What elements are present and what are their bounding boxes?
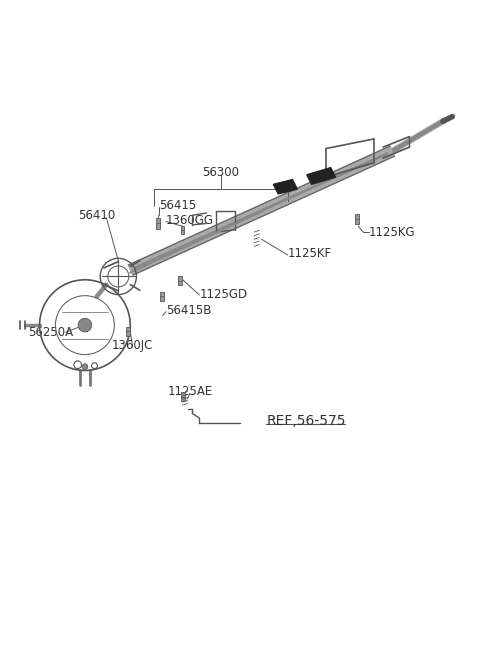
Text: 1360JC: 1360JC <box>112 339 153 352</box>
Bar <box>160 292 164 301</box>
Bar <box>355 214 359 224</box>
Text: 56300: 56300 <box>203 166 240 179</box>
Text: 56415: 56415 <box>159 199 196 212</box>
Text: 1125KG: 1125KG <box>369 225 416 238</box>
Text: 1125GD: 1125GD <box>199 288 248 301</box>
Text: 56410: 56410 <box>78 209 115 222</box>
Bar <box>156 218 160 229</box>
Circle shape <box>78 318 92 332</box>
Polygon shape <box>307 168 336 184</box>
Polygon shape <box>274 179 297 194</box>
Bar <box>181 392 185 402</box>
Circle shape <box>82 364 88 369</box>
Text: 1360GG: 1360GG <box>166 214 214 227</box>
Text: REF,56-575: REF,56-575 <box>266 413 346 428</box>
Bar <box>179 276 182 286</box>
Text: 56415B: 56415B <box>166 305 211 317</box>
Text: 56250A: 56250A <box>28 326 73 339</box>
Bar <box>126 327 130 336</box>
Text: 1125AE: 1125AE <box>167 385 213 398</box>
Bar <box>181 226 184 234</box>
Text: 1125KF: 1125KF <box>288 247 332 260</box>
